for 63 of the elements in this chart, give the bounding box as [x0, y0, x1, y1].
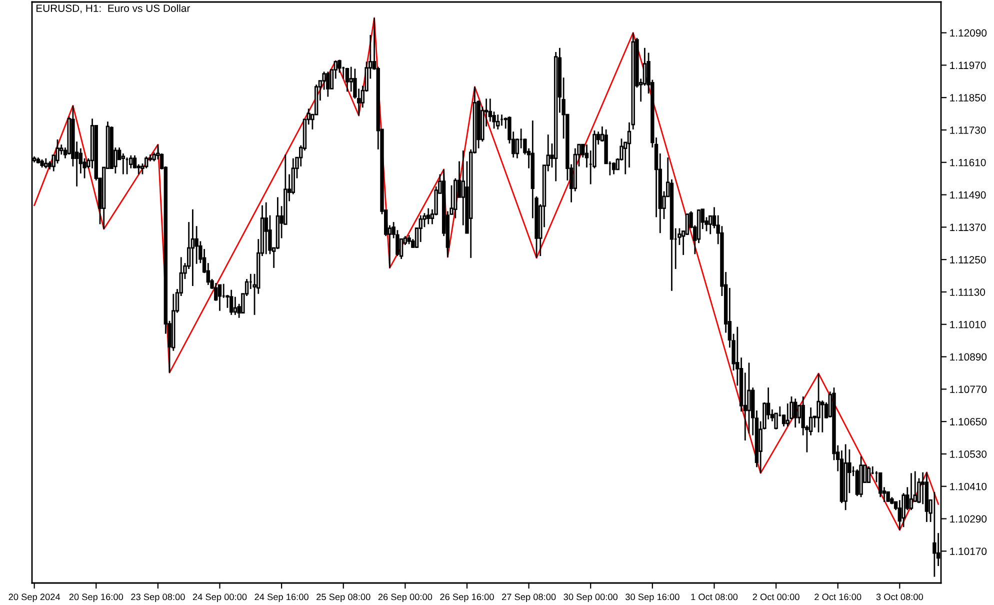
candlestick: [264, 202, 268, 255]
y-tick-label: 1.10410: [950, 482, 987, 490]
y-tick-label: 1.11610: [950, 158, 986, 166]
x-tick-label: 24 Sep 00:00: [192, 594, 247, 602]
candlestick: [708, 215, 712, 235]
candlestick: [797, 404, 802, 424]
x-tick-label: 1 Oct 08:00: [691, 594, 738, 600]
candlestick: [794, 398, 798, 428]
y-tick-label: 1.12090: [950, 29, 987, 37]
y-tick-label: 1.10650: [950, 418, 987, 426]
y-tick-label: 1.10890: [950, 353, 987, 361]
x-tick-label: 3 Oct 08:00: [876, 594, 924, 600]
candlestick: [407, 234, 411, 245]
x-tick-label: 27 Sep 08:00: [502, 594, 556, 602]
candlestick: [326, 70, 330, 98]
x-tick-label: 20 Sep 16:00: [69, 594, 124, 602]
x-tick-label: 26 Sep 00:00: [378, 594, 432, 602]
candlestick: [878, 472, 882, 498]
x-tick-label: 2 Oct 16:00: [814, 594, 862, 600]
candlestick: [190, 208, 195, 287]
candlestick: [816, 372, 820, 434]
candlestick: [345, 67, 350, 92]
candlestick: [685, 214, 690, 236]
x-tick-label: 30 Sep 00:00: [564, 594, 618, 602]
candlestick: [194, 225, 198, 265]
x-tick-label: 30 Sep 16:00: [626, 594, 680, 602]
candlestick: [338, 59, 342, 74]
y-tick-label: 1.11010: [950, 320, 986, 328]
y-tick-label: 1.11730: [950, 126, 986, 134]
candlestick: [322, 70, 326, 90]
candlestick: [866, 466, 871, 483]
x-tick-label: 20 Sep 2024: [8, 594, 60, 602]
candlestick: [121, 152, 126, 175]
y-tick-label: 1.10290: [950, 515, 987, 523]
candlestick: [786, 402, 790, 428]
candlestick: [233, 296, 238, 316]
candlestick: [855, 468, 860, 497]
candlestick: [56, 138, 60, 164]
y-tick-label: 1.11490: [950, 191, 986, 199]
chart-title: EURUSD, H1: Euro vs US Dollar: [36, 4, 190, 14]
candlestick: [932, 491, 936, 578]
candlestick: [44, 158, 48, 170]
x-tick-label: 26 Sep 16:00: [440, 594, 494, 602]
candlestick: [496, 114, 500, 130]
y-tick-label: 1.10770: [950, 386, 987, 394]
y-tick-label: 1.11130: [950, 288, 986, 296]
y-tick-label: 1.11250: [950, 256, 986, 264]
x-tick-label: 25 Sep 08:00: [316, 594, 370, 602]
candlestick: [909, 472, 914, 511]
y-tick-label: 1.11370: [950, 224, 986, 232]
y-tick-label: 1.10170: [950, 548, 987, 556]
line-series: [34, 17, 939, 531]
candlestick: [820, 400, 824, 434]
candlestick: [229, 289, 234, 316]
candlestick: [426, 208, 430, 225]
x-tick-label: 23 Sep 08:00: [131, 594, 185, 602]
x-tick-label: 24 Sep 16:00: [254, 594, 308, 602]
y-tick-label: 1.10530: [950, 450, 987, 458]
candlestick: [612, 162, 616, 175]
candlestick: [218, 284, 222, 312]
x-tick-label: 2 Oct 00:00: [752, 594, 800, 600]
y-tick-label: 1.11970: [950, 62, 986, 70]
y-tick-label: 1.11850: [950, 94, 986, 102]
